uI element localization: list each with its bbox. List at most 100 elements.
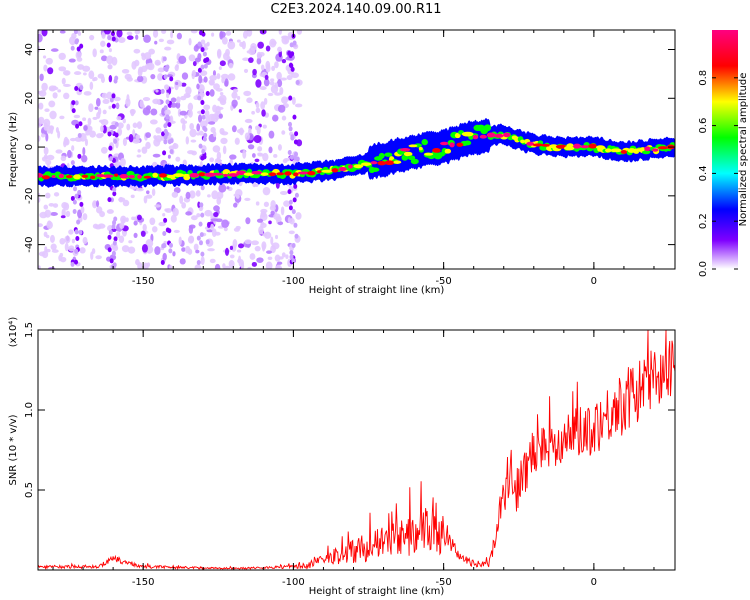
ridge-core-cell bbox=[260, 172, 269, 176]
noise-blob bbox=[89, 81, 94, 90]
noise-blob bbox=[77, 31, 82, 36]
noise-blob bbox=[269, 81, 275, 86]
noise-blob bbox=[203, 76, 208, 83]
noise-column-blob bbox=[77, 153, 82, 159]
noise-blob bbox=[181, 122, 186, 132]
noise-column-blob bbox=[107, 234, 112, 240]
noise-column-blob bbox=[114, 75, 119, 81]
noise-blob bbox=[238, 109, 242, 113]
noise-blob bbox=[116, 231, 121, 239]
noise-blob bbox=[141, 146, 148, 154]
noise-blob bbox=[267, 256, 273, 261]
noise-blob bbox=[133, 220, 138, 226]
noise-column-blob bbox=[294, 233, 299, 239]
noise-column-blob bbox=[107, 247, 112, 253]
noise-blob bbox=[185, 94, 191, 98]
noise-blob bbox=[153, 138, 161, 147]
noise-blob bbox=[177, 108, 182, 117]
x-axis-title-2: Height of straight line (km) bbox=[309, 586, 445, 597]
noise-blob bbox=[270, 200, 276, 209]
noise-blob bbox=[126, 94, 130, 102]
noise-column-blob bbox=[289, 254, 294, 260]
noise-column-blob bbox=[288, 126, 293, 132]
noise-blob bbox=[294, 103, 303, 108]
noise-blob bbox=[210, 223, 215, 231]
ridge-core-cell bbox=[38, 173, 44, 178]
noise-blob bbox=[180, 82, 187, 87]
noise-blob bbox=[251, 261, 257, 267]
noise-blob bbox=[69, 137, 77, 142]
noise-column-blob bbox=[112, 191, 117, 197]
noise-column-blob bbox=[288, 95, 293, 101]
noise-blob bbox=[135, 259, 140, 266]
noise-column-blob bbox=[115, 103, 120, 109]
noise-blob bbox=[50, 212, 58, 216]
noise-blob bbox=[108, 64, 112, 70]
noise-blob bbox=[92, 223, 99, 229]
noise-blob bbox=[219, 30, 224, 40]
noise-blob bbox=[250, 240, 259, 246]
noise-blob bbox=[189, 122, 195, 131]
ridge-core-cell bbox=[58, 173, 65, 179]
noise-blob bbox=[48, 202, 55, 207]
noise-blob bbox=[57, 89, 62, 93]
y-tick-label: 40 bbox=[24, 43, 35, 56]
noise-blob bbox=[53, 192, 60, 197]
noise-column-blob bbox=[106, 42, 111, 48]
ridge-core-cell bbox=[198, 172, 206, 177]
ridge-core-cell bbox=[370, 161, 378, 165]
noise-column-blob bbox=[75, 123, 80, 129]
noise-blob bbox=[219, 127, 225, 135]
ridge-core-cell bbox=[503, 132, 511, 138]
noise-blob bbox=[91, 248, 96, 255]
noise-blob bbox=[222, 263, 226, 269]
noise-blob bbox=[185, 191, 191, 200]
noise-blob bbox=[204, 43, 210, 47]
noise-column-blob bbox=[74, 229, 79, 235]
noise-blob bbox=[224, 247, 230, 256]
noise-column-blob bbox=[201, 148, 206, 154]
noise-blob bbox=[106, 55, 114, 65]
ridge-core-cell bbox=[651, 148, 659, 152]
ridge-core-cell bbox=[103, 174, 114, 178]
noise-column-blob bbox=[200, 212, 205, 218]
noise-blob bbox=[38, 196, 41, 203]
noise-blob bbox=[220, 137, 228, 145]
noise-column-blob bbox=[289, 154, 294, 160]
ridge-core-cell bbox=[449, 142, 455, 148]
ridge-core-cell bbox=[158, 173, 168, 178]
noise-blob bbox=[229, 245, 234, 251]
noise-blob bbox=[132, 129, 136, 138]
noise-blob bbox=[45, 132, 49, 142]
noise-column-blob bbox=[165, 114, 170, 120]
noise-column-blob bbox=[77, 133, 82, 139]
noise-column-blob bbox=[292, 197, 297, 203]
noise-blob bbox=[126, 35, 134, 40]
noise-blob bbox=[196, 123, 201, 132]
noise-blob bbox=[143, 195, 148, 204]
noise-blob bbox=[231, 91, 238, 99]
noise-blob bbox=[245, 217, 251, 225]
noise-blob bbox=[268, 146, 273, 154]
noise-column-blob bbox=[163, 74, 168, 80]
noise-blob bbox=[279, 87, 284, 95]
ridge-core-cell bbox=[532, 143, 544, 147]
noise-blob bbox=[185, 86, 192, 95]
noise-blob bbox=[101, 55, 108, 62]
noise-blob bbox=[199, 70, 208, 77]
noise-blob bbox=[270, 210, 275, 216]
noise-blob bbox=[99, 49, 104, 54]
noise-blob bbox=[155, 127, 162, 134]
noise-column-blob bbox=[109, 258, 114, 264]
ridge-core-cell bbox=[90, 175, 96, 180]
noise-column-blob bbox=[163, 105, 168, 111]
noise-blob bbox=[272, 114, 279, 122]
ridge-core-cell bbox=[114, 173, 119, 177]
noise-blob bbox=[215, 87, 223, 92]
noise-blob bbox=[111, 228, 117, 232]
ridge-core-cell bbox=[360, 162, 372, 166]
noise-blob bbox=[197, 201, 201, 208]
plot-frame bbox=[37, 29, 676, 270]
noise-blob bbox=[63, 83, 71, 87]
noise-blob bbox=[225, 30, 232, 36]
